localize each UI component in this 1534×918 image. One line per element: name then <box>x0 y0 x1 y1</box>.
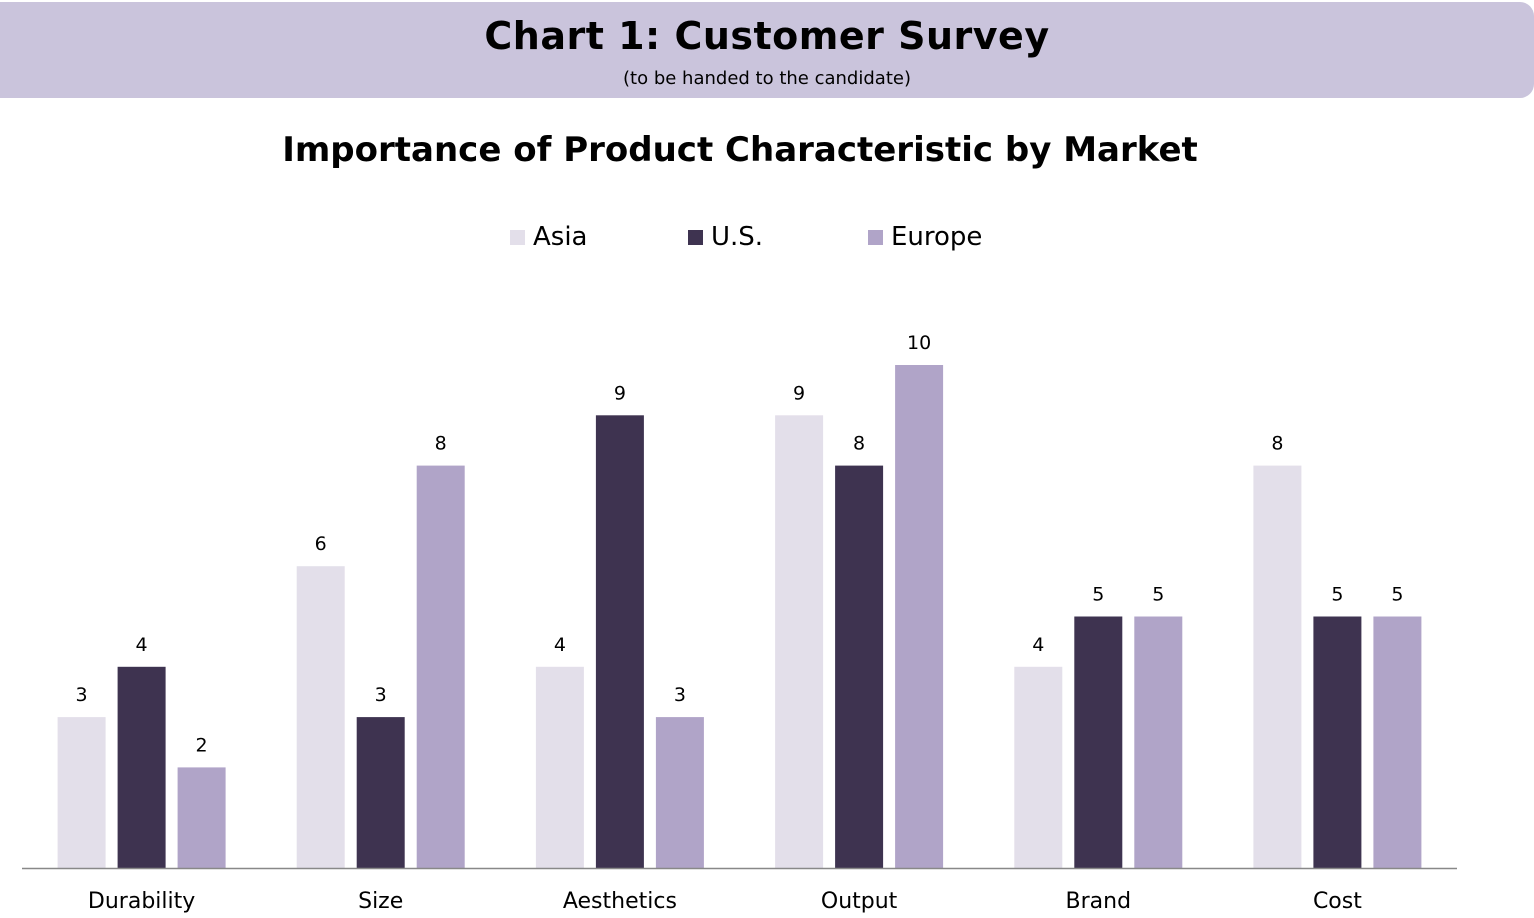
page-subtitle: (to be handed to the candidate) <box>623 68 911 89</box>
data-label-output-us: 8 <box>853 433 865 455</box>
legend-swatch-asia <box>510 229 525 245</box>
bar-durability-europe <box>177 767 226 868</box>
bar-aesthetics-europe <box>655 717 704 868</box>
category-label-brand: Brand <box>1066 889 1132 914</box>
category-label-durability: Durability <box>88 889 195 914</box>
data-label-brand-asia: 4 <box>1032 634 1044 656</box>
data-label-brand-europe: 5 <box>1152 584 1164 606</box>
data-label-durability-asia: 3 <box>76 684 88 706</box>
data-label-cost-asia: 8 <box>1271 433 1283 455</box>
bar-brand-europe <box>1134 616 1183 868</box>
legend-label-europe: Europe <box>891 222 983 252</box>
legend-swatch-us <box>688 229 703 245</box>
legend-swatch-europe <box>868 229 883 245</box>
bar-size-us <box>356 717 405 868</box>
bar-cost-europe <box>1373 616 1422 868</box>
category-label-aesthetics: Aesthetics <box>563 889 677 914</box>
data-label-size-europe: 8 <box>435 433 447 455</box>
bar-brand-asia <box>1014 666 1063 868</box>
bar-size-asia <box>296 566 345 868</box>
data-label-aesthetics-us: 9 <box>614 382 626 404</box>
bar-cost-us <box>1313 616 1362 868</box>
data-label-durability-europe: 2 <box>196 734 208 756</box>
data-label-cost-us: 5 <box>1331 584 1343 606</box>
bar-brand-us <box>1074 616 1123 868</box>
chart-title: Importance of Product Characteristic by … <box>282 130 1198 170</box>
header-banner: Chart 1: Customer Survey (to be handed t… <box>0 2 1534 98</box>
legend-item-europe: Europe <box>868 222 982 252</box>
bar-output-us <box>835 465 884 868</box>
bar-size-europe <box>416 465 465 868</box>
legend-label-asia: Asia <box>533 222 588 252</box>
data-label-aesthetics-europe: 3 <box>674 684 686 706</box>
bar-aesthetics-asia <box>535 666 584 868</box>
legend-item-asia: Asia <box>510 222 588 252</box>
bar-durability-asia <box>57 717 106 868</box>
category-label-size: Size <box>358 889 403 914</box>
legend-item-us: U.S. <box>688 222 763 252</box>
data-label-output-asia: 9 <box>793 382 805 404</box>
legend-label-us: U.S. <box>711 222 764 252</box>
page-title: Chart 1: Customer Survey <box>484 14 1050 58</box>
bar-durability-us <box>117 666 166 868</box>
data-label-brand-us: 5 <box>1092 584 1104 606</box>
category-label-cost: Cost <box>1313 889 1362 914</box>
data-label-aesthetics-asia: 4 <box>554 634 566 656</box>
bar-cost-asia <box>1253 465 1302 868</box>
bar-output-asia <box>775 415 824 868</box>
bar-output-europe <box>895 365 944 868</box>
chart-legend: Asia U.S. Europe <box>0 222 1534 254</box>
bar-aesthetics-us <box>595 415 644 868</box>
data-label-cost-europe: 5 <box>1391 584 1403 606</box>
category-label-output: Output <box>821 889 898 914</box>
data-label-output-europe: 10 <box>907 332 931 354</box>
data-label-durability-us: 4 <box>136 634 148 656</box>
data-label-size-asia: 6 <box>315 533 327 555</box>
data-label-size-us: 3 <box>375 684 387 706</box>
